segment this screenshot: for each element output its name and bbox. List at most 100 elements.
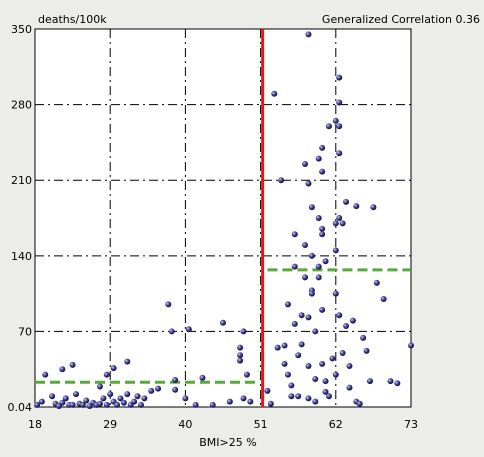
data-point	[134, 393, 141, 400]
data-point	[312, 328, 319, 335]
data-point	[73, 391, 80, 398]
data-point	[96, 400, 103, 407]
data-point	[408, 342, 414, 349]
data-point	[271, 90, 278, 97]
data-point	[278, 177, 285, 184]
data-point	[325, 123, 332, 130]
data-point	[114, 401, 121, 408]
data-point	[302, 274, 309, 281]
data-point	[172, 377, 179, 384]
data-point	[62, 395, 69, 402]
data-point	[332, 247, 339, 254]
data-point	[315, 263, 322, 270]
data-point	[34, 401, 41, 408]
data-point	[107, 391, 114, 398]
data-point	[353, 203, 360, 210]
data-point	[319, 231, 326, 238]
data-point	[346, 384, 353, 391]
y-axis-label: deaths/100k	[38, 13, 107, 26]
data-point	[284, 301, 291, 308]
data-point	[49, 393, 56, 400]
data-point	[165, 301, 172, 308]
y-tick-labels: 0.04 70 140 210 280 350	[8, 23, 33, 414]
data-point	[79, 401, 86, 408]
data-point	[281, 342, 288, 349]
data-point	[336, 123, 343, 130]
data-point	[291, 320, 298, 327]
data-point	[69, 361, 76, 368]
data-point	[168, 328, 175, 335]
data-point	[356, 400, 363, 407]
data-point	[291, 231, 298, 238]
data-point	[120, 399, 127, 406]
data-point	[319, 225, 326, 232]
x-tick-label: 40	[178, 418, 192, 431]
data-point	[148, 387, 155, 394]
data-point	[332, 371, 339, 378]
data-point	[298, 341, 305, 348]
data-point	[59, 366, 66, 373]
data-point	[387, 378, 394, 385]
x-tick-label: 73	[404, 418, 418, 431]
data-point	[288, 393, 295, 400]
data-point	[131, 398, 138, 405]
data-point	[59, 399, 66, 406]
data-point	[38, 398, 45, 405]
data-point	[209, 401, 216, 408]
data-points	[34, 31, 414, 409]
data-point	[360, 334, 367, 341]
data-point	[137, 401, 144, 408]
data-point	[325, 393, 332, 400]
y-tick-label: 0.04	[8, 401, 33, 414]
data-point	[346, 362, 353, 369]
data-point	[319, 360, 326, 367]
data-point	[329, 355, 336, 362]
data-point	[394, 380, 401, 387]
chart-title: Generalized Correlation 0.36	[322, 13, 480, 26]
data-point	[295, 352, 302, 359]
data-point	[100, 395, 107, 402]
data-point	[315, 215, 322, 222]
data-point	[366, 378, 373, 385]
data-point	[281, 360, 288, 367]
data-point	[308, 252, 315, 259]
x-tick-labels: 18 29 40 51 62 73	[28, 418, 418, 431]
data-point	[295, 393, 302, 400]
data-point	[103, 371, 110, 378]
y-tick-label: 350	[11, 23, 32, 36]
data-point	[117, 395, 124, 402]
data-point	[124, 391, 131, 398]
data-point	[237, 352, 244, 359]
data-point	[315, 274, 322, 281]
data-point	[267, 400, 274, 407]
x-tick-label: 18	[28, 418, 42, 431]
data-point	[312, 375, 319, 382]
data-point	[192, 401, 199, 408]
data-point	[141, 395, 148, 402]
data-point	[302, 242, 309, 249]
data-point	[373, 279, 380, 286]
data-point	[237, 344, 244, 351]
data-point	[312, 398, 319, 405]
data-point	[332, 290, 339, 297]
data-point	[349, 317, 356, 324]
data-point	[332, 117, 339, 124]
data-point	[226, 398, 233, 405]
data-point	[336, 312, 343, 319]
data-point	[343, 323, 350, 330]
data-point	[363, 347, 370, 354]
group-mean-lines	[35, 268, 411, 384]
data-point	[336, 150, 343, 157]
data-point	[69, 401, 76, 408]
data-point	[240, 328, 247, 335]
data-point	[305, 362, 312, 369]
data-point	[237, 357, 244, 364]
data-point	[247, 398, 254, 405]
plot-area	[34, 28, 412, 408]
data-point	[305, 314, 312, 321]
data-point	[42, 371, 49, 378]
data-point	[322, 258, 329, 265]
data-point	[155, 385, 162, 392]
y-tick-label: 210	[11, 174, 32, 187]
